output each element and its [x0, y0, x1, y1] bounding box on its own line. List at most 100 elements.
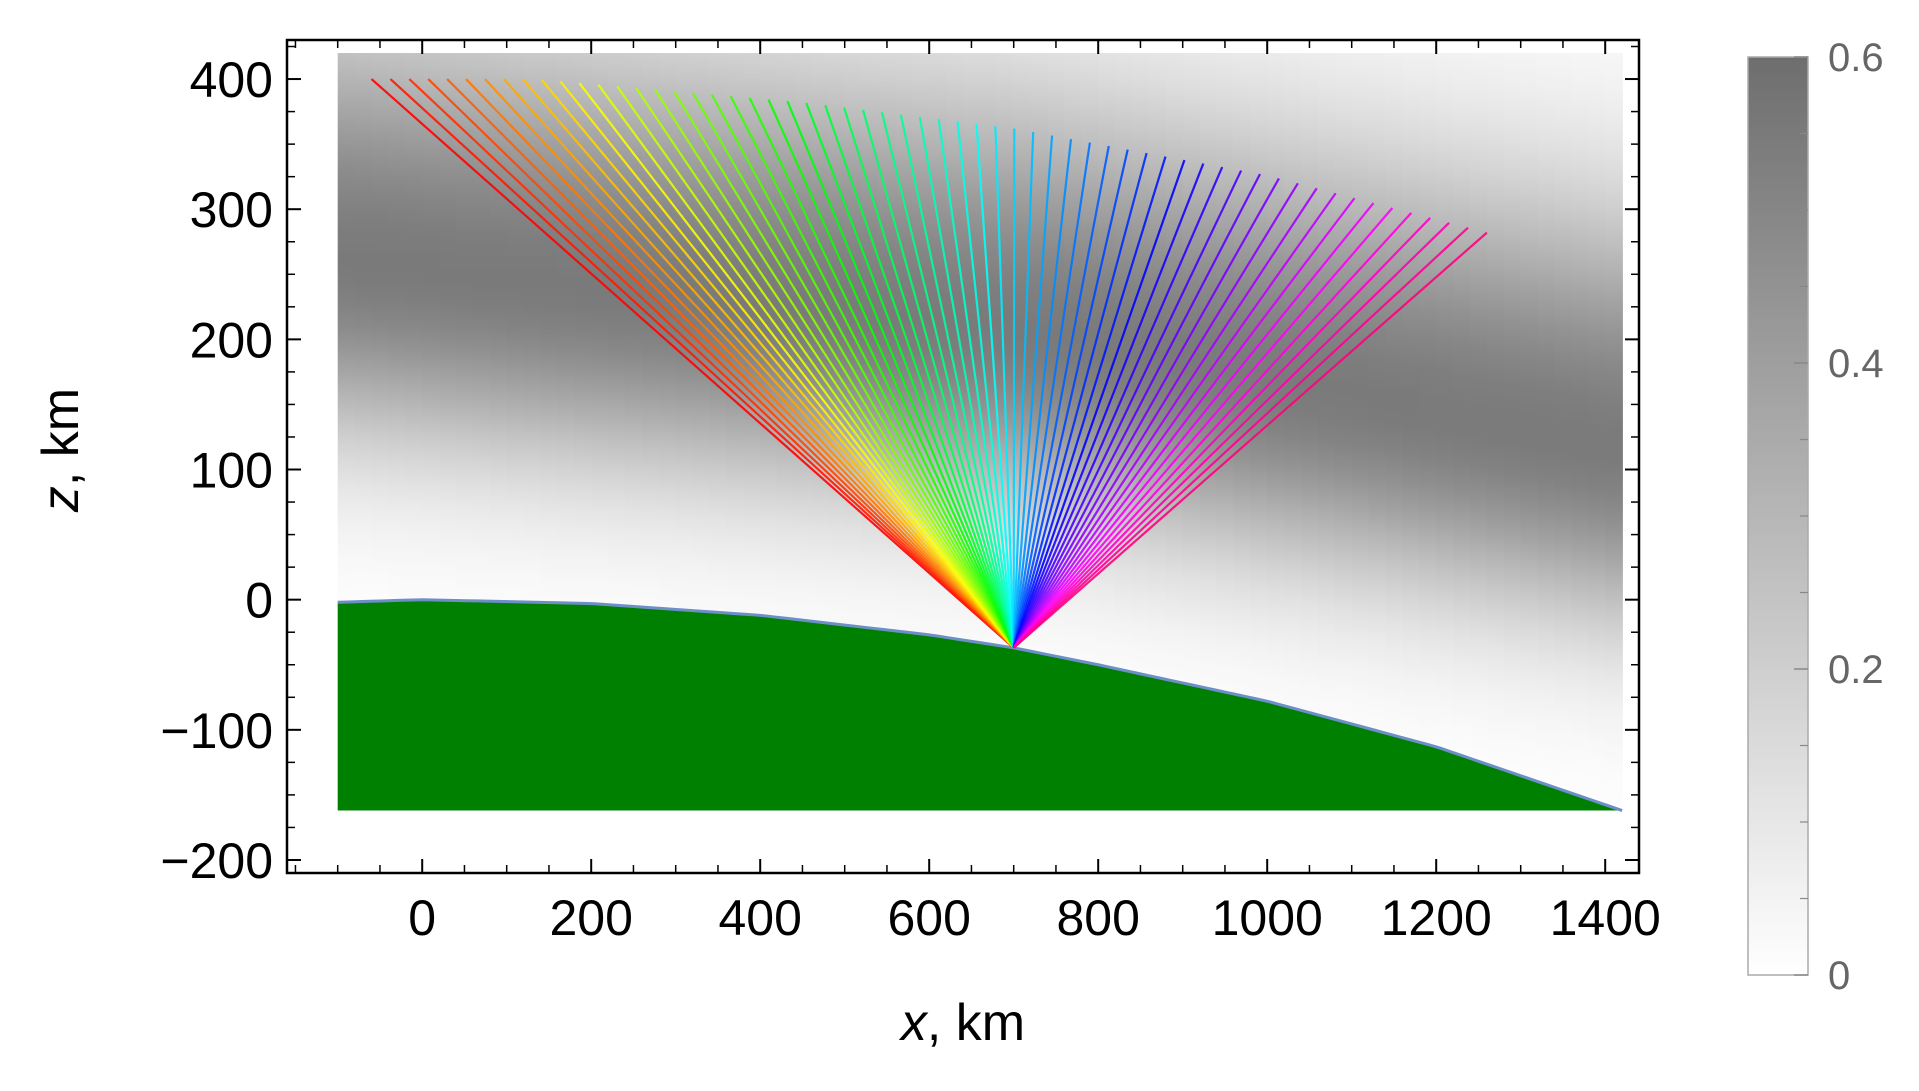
ray-line: [1012, 170, 1243, 649]
ray-line: [710, 94, 1015, 649]
heatmap-cell: [608, 53, 626, 606]
heatmap-cell: [472, 53, 491, 602]
ray-line: [1012, 187, 1318, 649]
ray-line: [370, 78, 1015, 649]
x-tick-label: 200: [549, 890, 632, 946]
plot-area: [337, 53, 1623, 812]
heatmap-cell: [726, 53, 745, 614]
ray-line: [994, 126, 1015, 648]
colorbar-tick-label: 0.6: [1828, 36, 1884, 80]
ray-line: [1012, 166, 1224, 649]
ray-line: [1012, 156, 1167, 649]
colorbar-bar: [1747, 56, 1809, 976]
ray-line: [389, 78, 1015, 649]
heatmap-cell: [1301, 53, 1319, 713]
ray-line: [861, 109, 1015, 649]
heatmap-cell: [354, 53, 373, 602]
x-tick-label: 400: [718, 890, 801, 946]
ray-line: [786, 100, 1015, 649]
heatmap-cell: [1486, 53, 1505, 768]
heatmap-cell: [625, 53, 643, 607]
heatmap-cell: [1233, 53, 1252, 696]
ray-line: [408, 78, 1015, 649]
heatmap-cell: [337, 53, 356, 603]
heatmap-cell: [405, 53, 423, 600]
ray-line: [975, 123, 1015, 648]
ray-line: [559, 80, 1015, 649]
y-axis-label: z, km: [32, 388, 90, 513]
ray-line: [1012, 182, 1299, 649]
heatmap-cell: [675, 53, 694, 611]
x-axis-label: x, km: [898, 994, 1025, 1052]
heatmap-cell: [1098, 53, 1116, 667]
colorbar-tick-label: 0.4: [1828, 342, 1884, 386]
x-tick-label: 1400: [1550, 890, 1661, 946]
y-tick-label: 0: [245, 573, 273, 629]
y-tick-label: 100: [190, 443, 273, 499]
ray-line: [1012, 128, 1016, 648]
heatmap-cell: [388, 53, 407, 601]
heatmap-cell: [1317, 53, 1336, 718]
y-tick-label: 300: [190, 182, 273, 238]
ray-line: [673, 90, 1015, 649]
heatmap-cell: [439, 53, 457, 601]
ground-region: [337, 599, 1623, 811]
heatmap-cell: [1537, 53, 1556, 785]
colorbar-tick-label: 0: [1828, 954, 1850, 998]
ray-line: [1012, 202, 1375, 649]
ray-line: [1012, 226, 1469, 649]
ray-line: [937, 119, 1015, 648]
y-tick-label: −100: [160, 703, 273, 759]
y-tick-label: 200: [190, 312, 273, 368]
ray-line: [1012, 173, 1262, 649]
heatmap-cell: [489, 53, 508, 602]
ray-line: [446, 78, 1015, 649]
ground-surface-line: [337, 598, 1623, 812]
ray-line: [824, 104, 1015, 649]
heatmap-cell: [456, 53, 474, 601]
ray-line: [1012, 163, 1205, 649]
y-axis: −200 −100 0 100 200 300 400: [160, 45, 1639, 889]
ray-line: [1012, 197, 1356, 649]
ray-line: [767, 99, 1015, 649]
heatmap-cell: [641, 53, 660, 608]
ray-line: [654, 89, 1015, 649]
ray-line: [1012, 145, 1110, 649]
ray-line: [521, 78, 1015, 649]
heatmap-cell: [760, 53, 778, 617]
ray-line: [1012, 132, 1035, 648]
ray-line: [843, 107, 1015, 649]
ray-line: [1012, 138, 1073, 648]
heatmap-cell: [1402, 53, 1421, 740]
x-tick-label: 1200: [1381, 890, 1492, 946]
heatmap-cell: [1334, 53, 1353, 722]
heatmap-cell: [1588, 53, 1606, 802]
ray-line: [1012, 217, 1431, 649]
ray-line: [1012, 159, 1186, 649]
ray-line: [597, 84, 1015, 649]
ray-line: [1012, 221, 1450, 649]
heatmap-cell: [1520, 53, 1539, 779]
heatmap-cell: [1216, 53, 1235, 693]
heatmap-cell: [422, 53, 440, 600]
colorbar-tick-label: 0.2: [1828, 648, 1884, 692]
heatmap-cell: [1199, 53, 1218, 689]
ray-line: [635, 87, 1015, 649]
heatmap-cell: [1115, 53, 1133, 671]
heatmap-cell: [1148, 53, 1167, 678]
colorbar: 0 0.2 0.4 0.6: [1747, 36, 1884, 998]
heatmap-cell: [1182, 53, 1201, 685]
heatmap-cell: [591, 53, 609, 605]
ray-line: [427, 78, 1015, 649]
heatmap-cell: [540, 53, 559, 603]
ray-line: [1012, 192, 1337, 649]
ray-line: [1012, 207, 1394, 649]
heatmap-cell: [557, 53, 576, 603]
x-axis: 0 200 400 600 800 1000 1200 1400: [294, 40, 1661, 946]
ray-line: [503, 78, 1015, 649]
x-tick-label: 0: [408, 890, 436, 946]
heatmap-cell: [1436, 53, 1454, 750]
ray-line: [748, 97, 1015, 649]
heatmap-cell: [1385, 53, 1404, 736]
